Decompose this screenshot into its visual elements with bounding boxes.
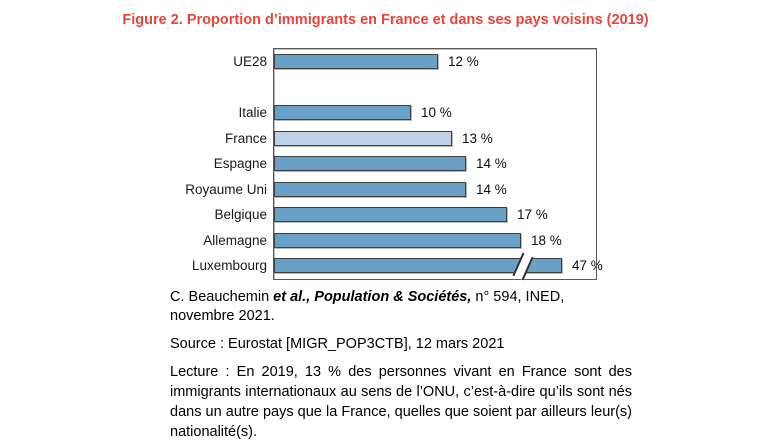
category-label: UE28 xyxy=(117,54,267,69)
bar-france xyxy=(274,131,452,146)
bar-espagne xyxy=(274,156,466,171)
value-label: 47 % xyxy=(572,258,603,273)
category-label: Royaume Uni xyxy=(117,182,267,197)
figure-notes: C. Beauchemin et al., Population & Socié… xyxy=(170,288,632,442)
citation-reference: et al., Population & Sociétés, xyxy=(273,289,471,305)
category-label: Allemagne xyxy=(117,233,267,248)
category-label: Espagne xyxy=(117,156,267,171)
citation-prefix: C. Beauchemin xyxy=(170,289,273,305)
citation-line: C. Beauchemin et al., Population & Socié… xyxy=(170,288,632,326)
bar-italie xyxy=(274,105,411,120)
value-label: 10 % xyxy=(421,105,452,120)
value-label: 12 % xyxy=(448,54,479,69)
bar-chart: UE28 12 % Italie 10 % France 13 % Espagne 14 % R… xyxy=(0,48,771,288)
value-label: 17 % xyxy=(517,207,548,222)
value-label: 13 % xyxy=(462,131,493,146)
figure-page: Figure 2. Proportion d’immigrants en Fra… xyxy=(0,0,771,444)
lecture-note: Lecture : En 2019, 13 % des personnes vi… xyxy=(170,362,632,442)
bar-belgique xyxy=(274,207,507,222)
value-label: 18 % xyxy=(531,233,562,248)
category-label: Luxembourg xyxy=(117,258,267,273)
source-line: Source : Eurostat [MIGR_POP3CTB], 12 mar… xyxy=(170,335,632,354)
bar-allemagne xyxy=(274,233,521,248)
category-label: Belgique xyxy=(117,207,267,222)
category-label: Italie xyxy=(117,105,267,120)
bar-luxembourg xyxy=(274,258,562,273)
value-label: 14 % xyxy=(476,182,507,197)
bar-ue28 xyxy=(274,54,438,69)
bar-royaume-uni xyxy=(274,182,466,197)
category-label: France xyxy=(117,131,267,146)
value-label: 14 % xyxy=(476,156,507,171)
figure-title: Figure 2. Proportion d’immigrants en Fra… xyxy=(0,12,771,28)
